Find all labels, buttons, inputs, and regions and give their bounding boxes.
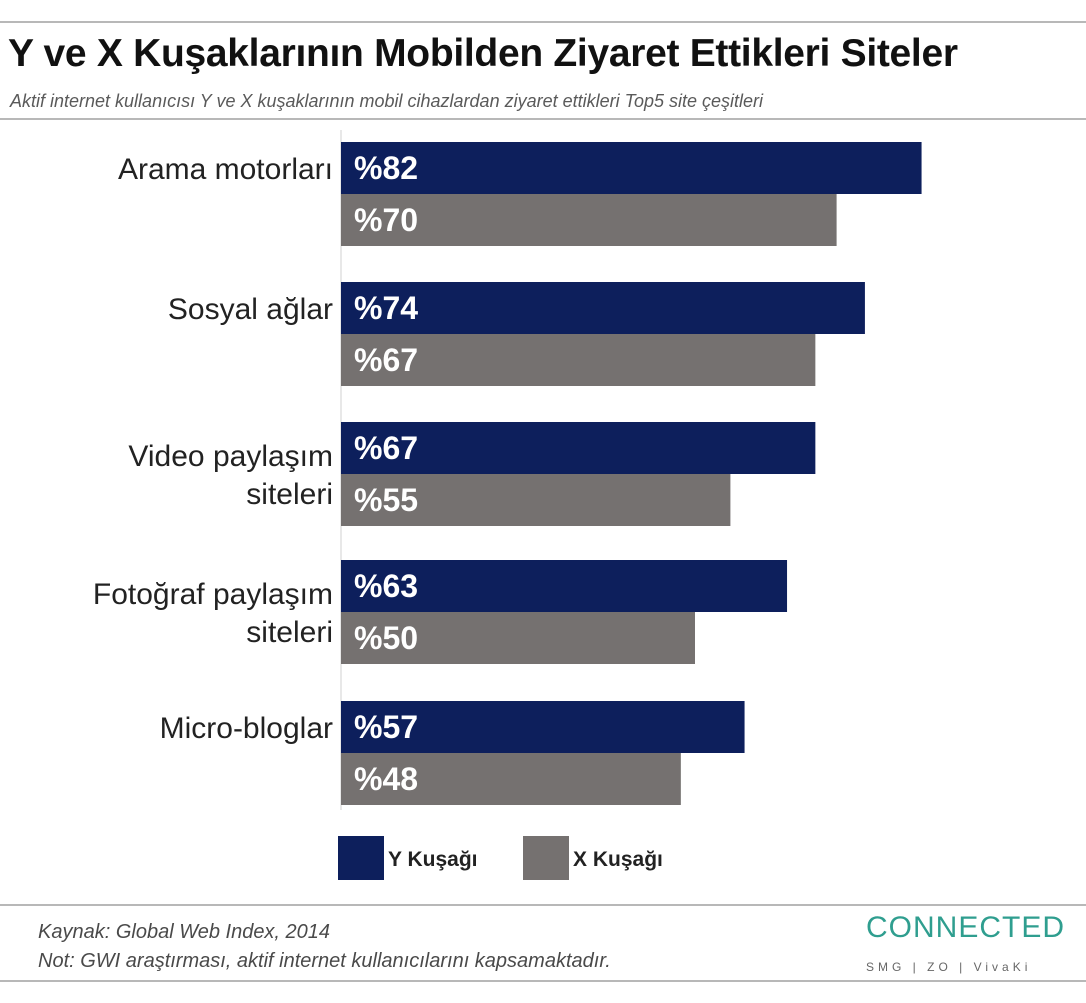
- category-label-line: Arama motorları: [118, 153, 333, 186]
- connected-logo-sub: SMG | ZO | VivaKi: [866, 960, 1032, 974]
- bar-x-kusagi: [341, 753, 681, 805]
- bottom-rule: [0, 980, 1086, 982]
- category-label: Video paylaşım siteleri: [128, 440, 333, 511]
- gwi-note: Not: GWI araştırması, aktif internet kul…: [38, 950, 611, 972]
- connected-logo: CONNECTED: [866, 911, 1066, 944]
- bar-value-label: %74: [354, 290, 418, 326]
- legend-label: X Kuşağı: [573, 848, 663, 871]
- bar-value-label: %82: [354, 150, 418, 186]
- category-label-line: Micro-bloglar: [160, 712, 333, 745]
- source-note: Kaynak: Global Web Index, 2014: [38, 921, 331, 943]
- bar-y-kusagi: [341, 560, 788, 612]
- page-title: Y ve X Kuşaklarının Mobilden Ziyaret Ett…: [8, 32, 958, 75]
- bar-y-kusagi: [341, 701, 745, 753]
- legend-label: Y Kuşağı: [388, 848, 477, 871]
- page-subtitle: Aktif internet kullanıcısı Y ve X kuşakl…: [10, 91, 764, 111]
- legend-item: X Kuşağı: [523, 836, 663, 880]
- category-label-line: Sosyal ağlar: [168, 293, 333, 326]
- footer-rule: [0, 904, 1086, 906]
- bar-value-label: %63: [354, 568, 418, 604]
- bar-value-label: %67: [354, 430, 418, 466]
- category-label: Fotoğraf paylaşım siteleri: [93, 578, 333, 649]
- bar-value-label: %48: [354, 761, 418, 797]
- bar-value-label: %57: [354, 709, 418, 745]
- category-label-line: Fotoğraf paylaşım: [93, 578, 333, 611]
- category-group: Micro-bloglar %57 %48: [160, 701, 745, 805]
- bar-x-kusagi: [341, 612, 695, 664]
- bar-x-kusagi: [341, 474, 731, 526]
- category-group: Arama motorları %82 %70: [118, 142, 922, 246]
- bar-x-kusagi: [341, 334, 816, 386]
- legend-swatch: [523, 836, 569, 880]
- category-label-line: siteleri: [246, 478, 333, 511]
- top-rule: [0, 21, 1086, 23]
- subtitle-rule: [0, 118, 1086, 120]
- category-label-line: siteleri: [246, 616, 333, 649]
- bar-y-kusagi: [341, 282, 865, 334]
- bar-y-kusagi: [341, 422, 816, 474]
- category-label: Arama motorları: [118, 153, 333, 186]
- legend-swatch: [338, 836, 384, 880]
- bar-value-label: %50: [354, 620, 418, 656]
- legend-item: Y Kuşağı: [338, 836, 477, 880]
- category-label: Micro-bloglar: [160, 712, 333, 745]
- bar-y-kusagi: [341, 142, 922, 194]
- bar-x-kusagi: [341, 194, 837, 246]
- category-group: Fotoğraf paylaşım siteleri %63 %50: [93, 560, 788, 664]
- bar-value-label: %55: [354, 482, 418, 518]
- bar-value-label: %67: [354, 342, 418, 378]
- bar-value-label: %70: [354, 202, 418, 238]
- category-group: Video paylaşım siteleri %67 %55: [128, 422, 816, 526]
- category-label-line: Video paylaşım: [128, 440, 333, 473]
- category-group: Sosyal ağlar %74 %67: [168, 282, 865, 386]
- category-label: Sosyal ağlar: [168, 293, 333, 326]
